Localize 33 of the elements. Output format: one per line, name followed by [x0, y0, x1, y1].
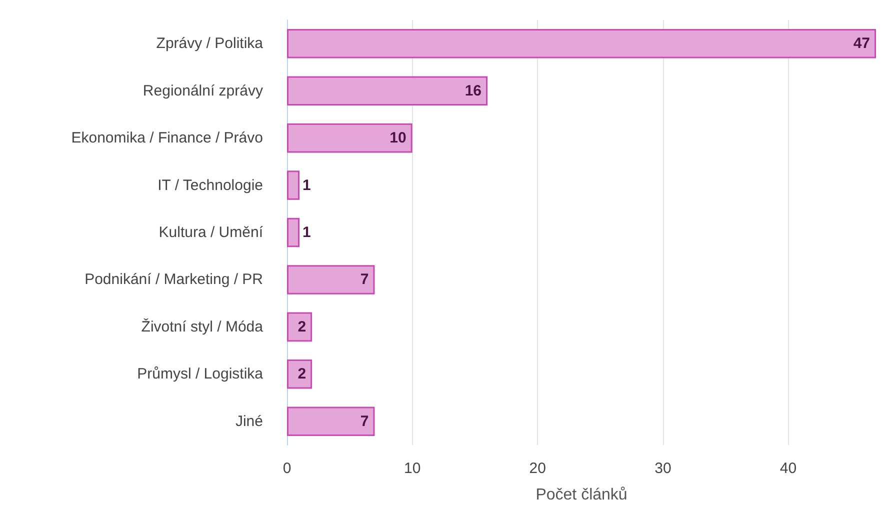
data-label: 2: [298, 318, 306, 336]
x-tick-label: 30: [654, 460, 672, 477]
y-tick-label: Jiné: [235, 412, 263, 430]
data-label: 2: [298, 366, 306, 383]
x-tick-label: 40: [780, 460, 797, 477]
x-tick-label: 0: [282, 460, 292, 477]
y-tick-label: Podnikání / Marketing / PR: [84, 271, 264, 288]
y-tick-label: Průmysl / Logistika: [137, 366, 264, 383]
bar: [287, 170, 300, 200]
bar: [287, 360, 312, 389]
data-label: 7: [360, 271, 369, 288]
bar: [287, 406, 375, 436]
bar: [287, 28, 876, 58]
x-tick-label: 10: [404, 460, 421, 477]
y-tick-label: Kultura / Umění: [158, 224, 264, 241]
data-label: 10: [390, 130, 406, 147]
bar: [287, 265, 375, 294]
bar: [287, 312, 312, 342]
y-tick-label: IT / Technologie: [158, 176, 263, 194]
data-label: 1: [302, 176, 311, 194]
y-tick-label: Ekonomika / Finance / Právo: [71, 130, 263, 147]
bar: [287, 218, 300, 248]
data-label: 47: [853, 35, 870, 52]
y-tick-label: Životní styl / Móda: [141, 317, 264, 336]
data-label: 1: [302, 224, 311, 241]
bar: [287, 123, 412, 153]
x-tick-label: 20: [529, 460, 546, 477]
y-tick-label: Zprávy / Politika: [156, 35, 264, 52]
x-axis-title: Počet článků: [536, 486, 628, 504]
y-tick-label: Regionální zprávy: [142, 82, 264, 100]
bar: [287, 76, 488, 106]
data-label: 16: [464, 82, 482, 100]
data-label: 7: [360, 412, 369, 430]
